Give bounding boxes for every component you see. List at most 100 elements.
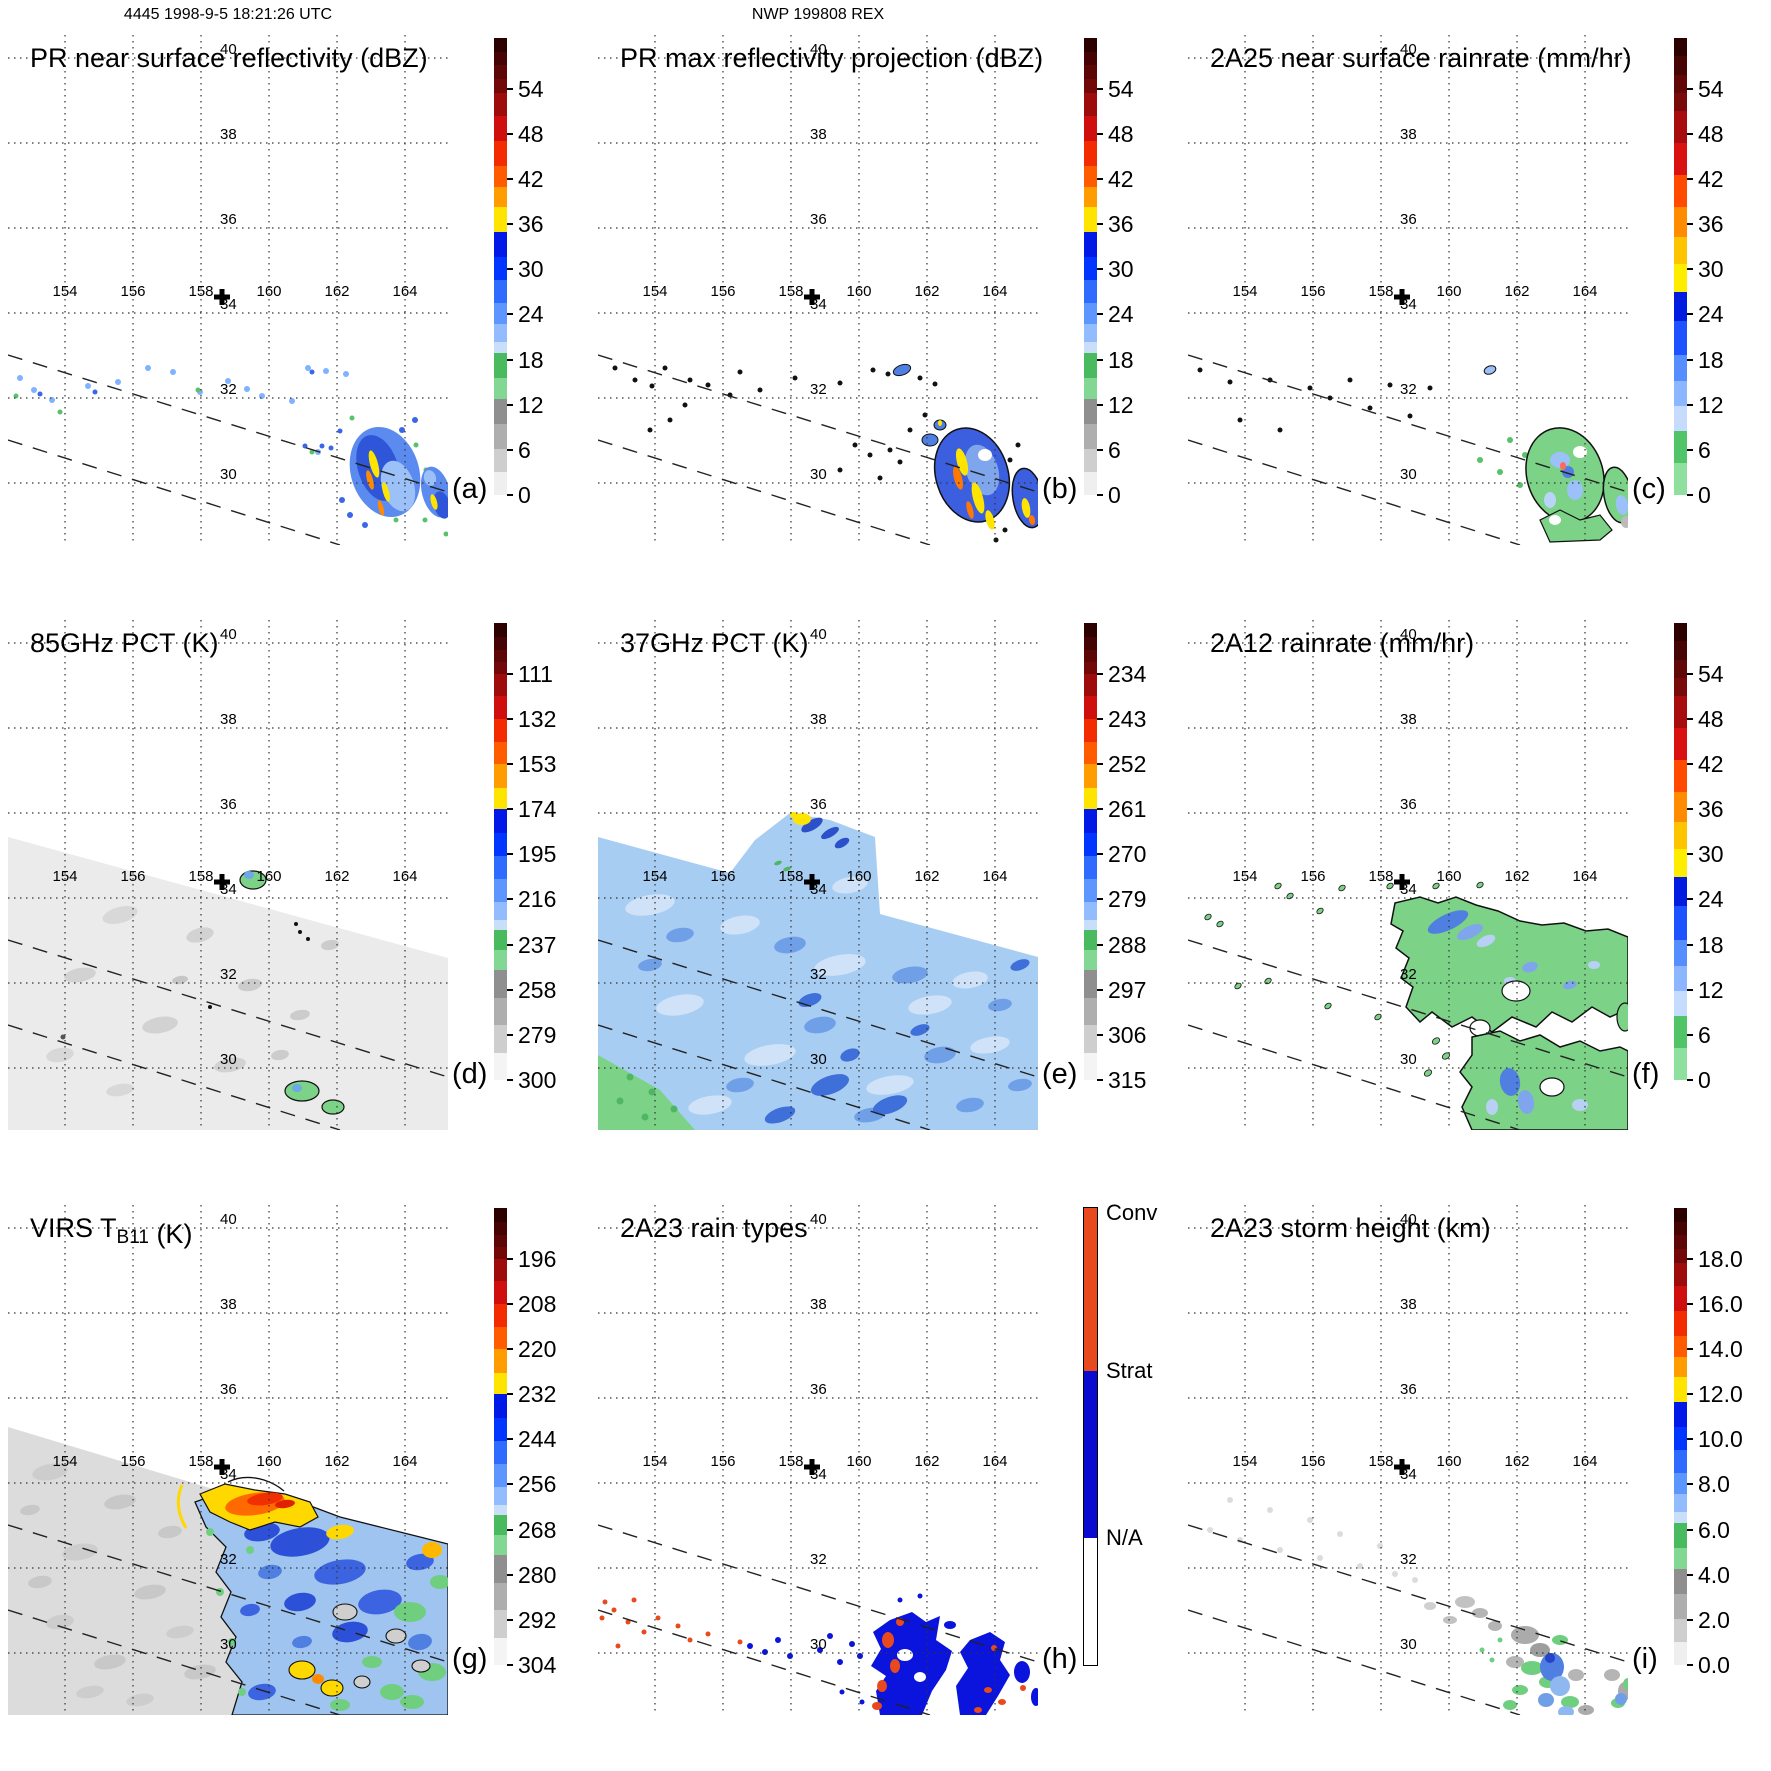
- panel-i: 154 156 158 160 162 164 40 38 36 34 32 30 2A23 storm…: [1180, 1170, 1770, 1755]
- colorbar-tick: [1687, 403, 1693, 406]
- lon-tick-label: 154: [642, 283, 667, 300]
- lon-tick-label: 154: [642, 868, 667, 885]
- colorbar-tick-label: 54: [1698, 660, 1724, 687]
- colorbar-tick: [1687, 807, 1693, 810]
- reference-cross-marker: [1394, 1459, 1410, 1475]
- colorbar-segment: [494, 1303, 507, 1328]
- colorbar-tick: [1097, 268, 1103, 271]
- colorbar-segment: [494, 1486, 507, 1506]
- colorbar-tick-label: 208: [518, 1290, 557, 1317]
- colorbar-tick: [1687, 222, 1693, 225]
- panel-letter-i: (i): [1632, 1643, 1658, 1675]
- panel-title-i: 2A23 storm height (km): [1210, 1213, 1491, 1243]
- colorbar-tick-label: 279: [1108, 886, 1147, 913]
- colorbar-tick-label: 42: [1698, 751, 1724, 778]
- lon-tick-label: 162: [324, 868, 349, 885]
- colorbar-segment: [1674, 1511, 1687, 1524]
- colorbar-segment: [1674, 175, 1687, 208]
- colorbar-segment: [494, 930, 507, 951]
- panel-title-c: 2A25 near surface rainrate (mm/hr): [1210, 43, 1632, 73]
- lat-tick-label: 40: [1400, 41, 1417, 58]
- colorbar-segment: [494, 341, 507, 354]
- colorbar-tick: [1097, 1033, 1103, 1036]
- colorbar-tick: [1687, 1257, 1693, 1260]
- panel-title-e: 37GHz PCT (K): [620, 628, 809, 658]
- colorbar-segment: [494, 472, 507, 496]
- colorbar-segment: [494, 79, 507, 94]
- colorbar-segment: [1674, 1401, 1687, 1428]
- colorbar-segment: [1084, 92, 1097, 117]
- colorbar-tick-label: 36: [518, 210, 544, 237]
- colorbar-tick: [1687, 717, 1693, 720]
- lon-tick-label: 160: [846, 868, 871, 885]
- colorbar-tick-label: 10.0: [1698, 1426, 1743, 1453]
- colorbar-segment: [494, 186, 507, 208]
- colorbar-tick-label: 12: [518, 391, 544, 418]
- swath-edge-lines-d: [8, 939, 448, 1130]
- lat-tick-label: 38: [1400, 711, 1417, 728]
- colorbar-tick-label: 0: [1698, 482, 1711, 508]
- colorbar-tick: [1097, 807, 1103, 810]
- colorbar-segment: [1674, 236, 1687, 265]
- colorbar-tick: [507, 1079, 513, 1081]
- colorbar-segment: [1084, 323, 1097, 343]
- colorbar-segment: [1674, 38, 1687, 57]
- colorbar-tick-label: 18: [1698, 346, 1724, 373]
- colorbar-tick-label: 6.0: [1698, 1516, 1730, 1543]
- colorbar-segment: [1674, 264, 1687, 293]
- colorbar-tick: [1687, 1483, 1693, 1486]
- colorbar-tick-label: 0.0: [1698, 1652, 1730, 1678]
- colorbar-tick: [1687, 178, 1693, 181]
- colorbar-tick-label: 54: [518, 75, 544, 102]
- colorbar-segment: [1084, 1371, 1097, 1539]
- colorbar-tick-label: 8.0: [1698, 1471, 1730, 1498]
- panel-title-f: 2A12 rainrate (mm/hr): [1210, 628, 1474, 658]
- colorbar-segment: [494, 997, 507, 1026]
- lon-tick-label: 156: [710, 868, 735, 885]
- colorbar-tick-label: 270: [1108, 841, 1147, 868]
- colorbar-segment: [1674, 990, 1687, 1017]
- reference-cross-marker: [214, 874, 230, 890]
- colorbar-segment: [1674, 696, 1687, 729]
- colorbar-category-label: Conv: [1106, 1200, 1158, 1226]
- colorbar-tick: [507, 1438, 513, 1441]
- lat-tick-label: 36: [810, 796, 827, 813]
- colorbar-tick-label: 195: [518, 841, 557, 868]
- colorbar-segment: [1674, 659, 1687, 679]
- lat-tick-label: 36: [220, 211, 237, 228]
- colorbar-tick-label: 6: [1698, 436, 1711, 463]
- colorbar-segment: [494, 1221, 507, 1236]
- colorbar-tick-label: 306: [1108, 1021, 1147, 1048]
- colorbar-segment: [494, 141, 507, 167]
- graticule-g: [8, 1205, 448, 1715]
- lat-tick-label: 38: [810, 1296, 827, 1313]
- colorbar-segment: [1084, 661, 1097, 675]
- lon-tick-label: 160: [1436, 1453, 1461, 1470]
- colorbar-segment: [494, 1441, 507, 1465]
- colorbar-tick: [1687, 672, 1693, 675]
- colorbar-segment: [1084, 449, 1097, 473]
- lon-tick-label: 160: [256, 283, 281, 300]
- colorbar-tick-label: 196: [518, 1245, 557, 1272]
- colorbar-segment: [494, 878, 507, 903]
- colorbar-segment: [494, 1610, 507, 1639]
- colorbar-tick-label: 30: [1698, 841, 1724, 868]
- lat-tick-label: 40: [810, 41, 827, 58]
- lon-tick-label: 164: [1572, 283, 1597, 300]
- lat-tick-label: 40: [810, 626, 827, 643]
- colorbar-tick: [507, 1302, 513, 1305]
- colorbar-segment: [1674, 1427, 1687, 1451]
- colorbar-tick: [1097, 988, 1103, 991]
- colorbar-tick: [1687, 1302, 1693, 1305]
- colorbar-tick-label: 292: [518, 1606, 557, 1633]
- colorbar-tick-label: 244: [518, 1426, 557, 1453]
- colorbar-segment: [494, 1555, 507, 1584]
- panel-title-h: 2A23 rain types: [620, 1213, 808, 1243]
- colorbar-segment: [1084, 472, 1097, 496]
- data-layer-a: [13, 365, 448, 537]
- graticule-a: [8, 35, 448, 545]
